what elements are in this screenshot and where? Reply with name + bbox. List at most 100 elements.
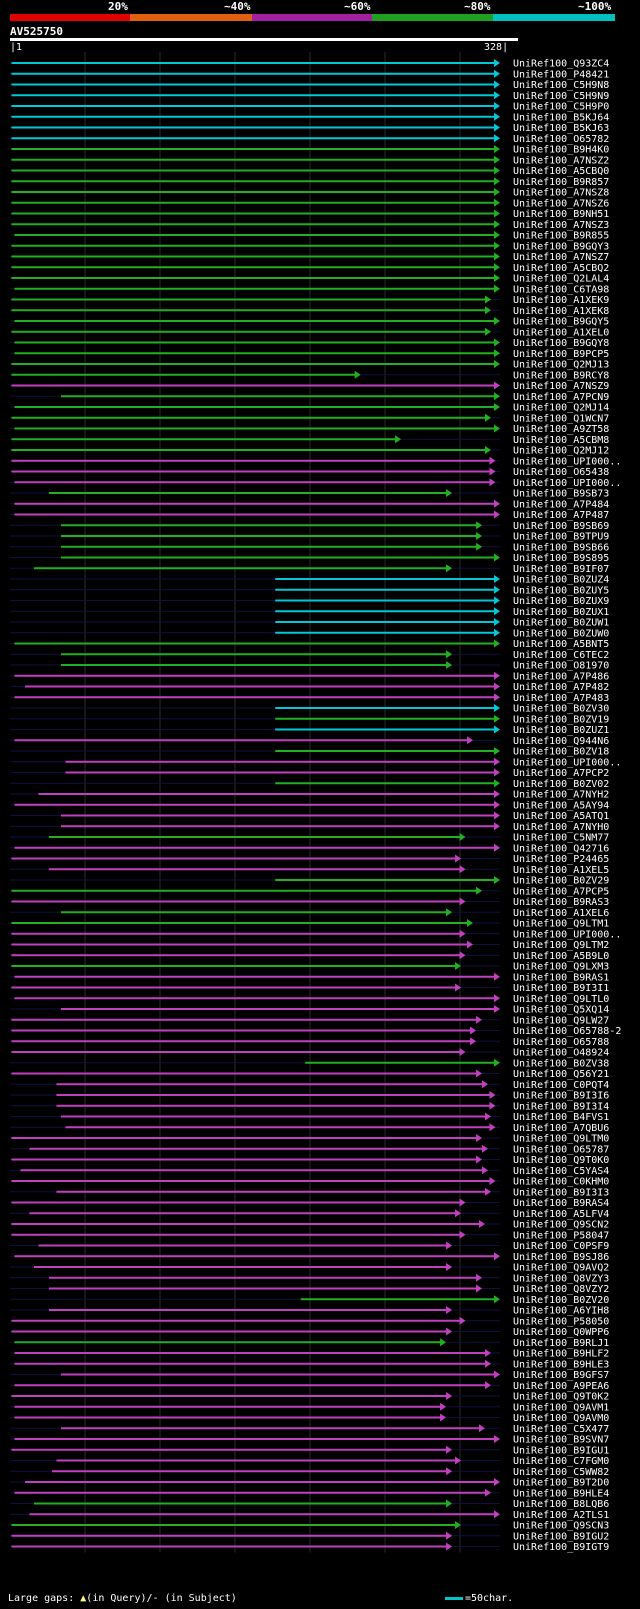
hit-row[interactable]: UniRef100_C5X477 [10,1424,609,1435]
hit-row[interactable]: UniRef100_B0ZUW0 [10,628,609,639]
hit-row[interactable]: UniRef100_O65788-2 [10,1026,621,1037]
hit-row[interactable]: UniRef100_B0ZV20 [10,1295,609,1306]
hit-row[interactable]: UniRef100_Q8VZY2 [10,1284,609,1295]
hit-row[interactable]: UniRef100_B9RLJ1 [10,1338,609,1349]
hit-row[interactable]: UniRef100_C6TEC2 [10,650,609,661]
hit-row[interactable]: UniRef100_Q9AVQ2 [10,1263,609,1274]
hit-row[interactable]: UniRef100_Q9LTL0 [10,994,609,1005]
hit-row[interactable]: UniRef100_B9RAS3 [10,897,609,908]
hit-row[interactable]: UniRef100_C6TA98 [10,284,609,295]
hit-row[interactable]: UniRef100_A5CBM8 [10,435,609,446]
hit-row[interactable]: UniRef100_B9SVN7 [10,1435,609,1446]
hit-row[interactable]: UniRef100_A5B9L0 [10,951,609,962]
hit-row[interactable]: UniRef100_B9IF07 [10,564,609,575]
hit-row[interactable]: UniRef100_B0ZUZ1 [10,725,609,736]
hit-row[interactable]: UniRef100_P58047 [10,1230,609,1241]
hit-row[interactable]: UniRef100_Q56Y21 [10,1069,609,1080]
hit-row[interactable]: UniRef100_O65787 [10,1144,609,1155]
hit-row[interactable]: UniRef100_A7PCP2 [10,768,609,779]
hit-row[interactable]: UniRef100_C7FGM0 [10,1456,609,1467]
hit-row[interactable]: UniRef100_C0KHM0 [10,1177,609,1188]
hit-row[interactable]: UniRef100_C5H9N8 [10,80,609,91]
hit-row[interactable]: UniRef100_A7NSZ2 [10,155,609,166]
hit-row[interactable]: UniRef100_B9I3I3 [10,1187,609,1198]
hit-row[interactable]: UniRef100_A7P483 [10,693,609,704]
hit-row[interactable]: UniRef100_B0ZUY5 [10,585,609,596]
hit-row[interactable]: UniRef100_P58050 [10,1316,609,1327]
hit-row[interactable]: UniRef100_A2TLS1 [10,1510,609,1521]
hit-row[interactable]: UniRef100_Q5XQ14 [10,1005,609,1016]
hit-row[interactable]: UniRef100_Q2LAL4 [10,274,609,285]
hit-row[interactable]: UniRef100_B9NH51 [10,209,609,220]
hit-row[interactable]: UniRef100_A5CBQ0 [10,166,609,177]
hit-row[interactable]: UniRef100_B5KJ63 [10,123,609,134]
hit-row[interactable]: UniRef100_Q9LTM2 [10,940,609,951]
hit-row[interactable]: UniRef100_A7PCP5 [10,886,609,897]
hit-row[interactable]: UniRef100_C5WW82 [10,1467,609,1478]
hit-row[interactable]: UniRef100_Q9AVM0 [10,1413,609,1424]
hit-row[interactable]: UniRef100_A7NYH2 [10,790,609,801]
hit-row[interactable]: UniRef100_B9GQY5 [10,317,609,328]
hit-row[interactable]: UniRef100_Q9AVM1 [10,1402,609,1413]
hit-row[interactable]: UniRef100_A9ZT58 [10,424,609,435]
hit-row[interactable]: UniRef100_B9RCY8 [10,370,609,381]
hit-row[interactable]: UniRef100_Q944N6 [10,736,609,747]
hit-row[interactable]: UniRef100_B0ZUX9 [10,596,609,607]
hit-row[interactable]: UniRef100_B9I3I4 [10,1101,609,1112]
hit-row[interactable]: UniRef100_C5H9N9 [10,91,609,102]
hit-row[interactable]: UniRef100_A1XEK8 [10,306,609,317]
hit-row[interactable]: UniRef100_B9S895 [10,553,609,564]
hit-row[interactable]: UniRef100_B9GQY3 [10,241,609,252]
hit-row[interactable]: UniRef100_B8LQB6 [10,1499,609,1510]
hit-row[interactable]: UniRef100_A7P484 [10,499,609,510]
hit-row[interactable]: UniRef100_Q8VZY3 [10,1273,609,1284]
hit-row[interactable]: UniRef100_P48421 [10,69,609,80]
hit-row[interactable]: UniRef100_B0ZV02 [10,779,609,790]
hit-row[interactable]: UniRef100_C5NM77 [10,833,609,844]
hit-row[interactable]: UniRef100_A7NSZ8 [10,188,609,199]
hit-row[interactable]: UniRef100_Q2MJ12 [10,446,609,457]
hit-row[interactable]: UniRef100_B9GFS7 [10,1370,609,1381]
hit-row[interactable]: UniRef100_A5LFV4 [10,1209,609,1220]
hit-row[interactable]: UniRef100_Q9T0K2 [10,1392,609,1403]
hit-row[interactable]: UniRef100_A1XEL5 [10,865,609,876]
hit-row[interactable]: UniRef100_A5AY94 [10,800,609,811]
hit-row[interactable]: UniRef100_UPI000.. [10,478,621,489]
hit-row[interactable]: UniRef100_Q42716 [10,843,609,854]
hit-row[interactable]: UniRef100_A7NSZ3 [10,220,609,231]
hit-row[interactable]: UniRef100_Q93ZC4 [10,59,609,70]
hit-row[interactable]: UniRef100_B0ZV18 [10,747,609,758]
hit-row[interactable]: UniRef100_A7NYH0 [10,822,609,833]
hit-row[interactable]: UniRef100_B9IGU1 [10,1445,609,1456]
hit-row[interactable]: UniRef100_B0ZV29 [10,876,609,887]
hit-row[interactable]: UniRef100_Q9LXM3 [10,962,609,973]
hit-row[interactable]: UniRef100_B9IGT9 [10,1542,609,1553]
hit-row[interactable]: UniRef100_A7NSZ9 [10,381,609,392]
hit-row[interactable]: UniRef100_B0ZV30 [10,704,609,715]
hit-row[interactable]: UniRef100_Q2MJ13 [10,360,609,371]
hit-row[interactable]: UniRef100_B0ZUX1 [10,607,609,618]
hit-row[interactable]: UniRef100_A5ATQ1 [10,811,609,822]
hit-row[interactable]: UniRef100_B9I3I6 [10,1091,609,1102]
hit-row[interactable]: UniRef100_B9RAS4 [10,1198,609,1209]
hit-row[interactable]: UniRef100_O65788 [10,1037,609,1048]
hit-row[interactable]: UniRef100_B9SB66 [10,542,609,553]
hit-row[interactable]: UniRef100_B0ZUZ4 [10,575,609,586]
hit-row[interactable]: UniRef100_Q9T0K0 [10,1155,609,1166]
hit-row[interactable]: UniRef100_O48924 [10,1048,609,1059]
hit-row[interactable]: UniRef100_O81970 [10,661,609,672]
hit-row[interactable]: UniRef100_A7P487 [10,510,609,521]
hit-row[interactable]: UniRef100_B5KJ64 [10,112,609,123]
hit-row[interactable]: UniRef100_B9H4K0 [10,145,609,156]
hit-row[interactable]: UniRef100_Q9LTM0 [10,1134,609,1145]
hit-row[interactable]: UniRef100_O65438 [10,467,609,478]
hit-row[interactable]: UniRef100_A9PEA6 [10,1381,609,1392]
hit-row[interactable]: UniRef100_B9PCP5 [10,349,609,360]
hit-row[interactable]: UniRef100_B9RAS1 [10,972,609,983]
hit-row[interactable]: UniRef100_Q1WCN7 [10,413,609,424]
hit-row[interactable]: UniRef100_A5BNT5 [10,639,609,650]
hit-row[interactable]: UniRef100_A7P486 [10,671,609,682]
hit-row[interactable]: UniRef100_A5CBQ2 [10,263,609,274]
hit-row[interactable]: UniRef100_B9HLF2 [10,1349,609,1360]
hit-row[interactable]: UniRef100_A7PCN9 [10,392,609,403]
